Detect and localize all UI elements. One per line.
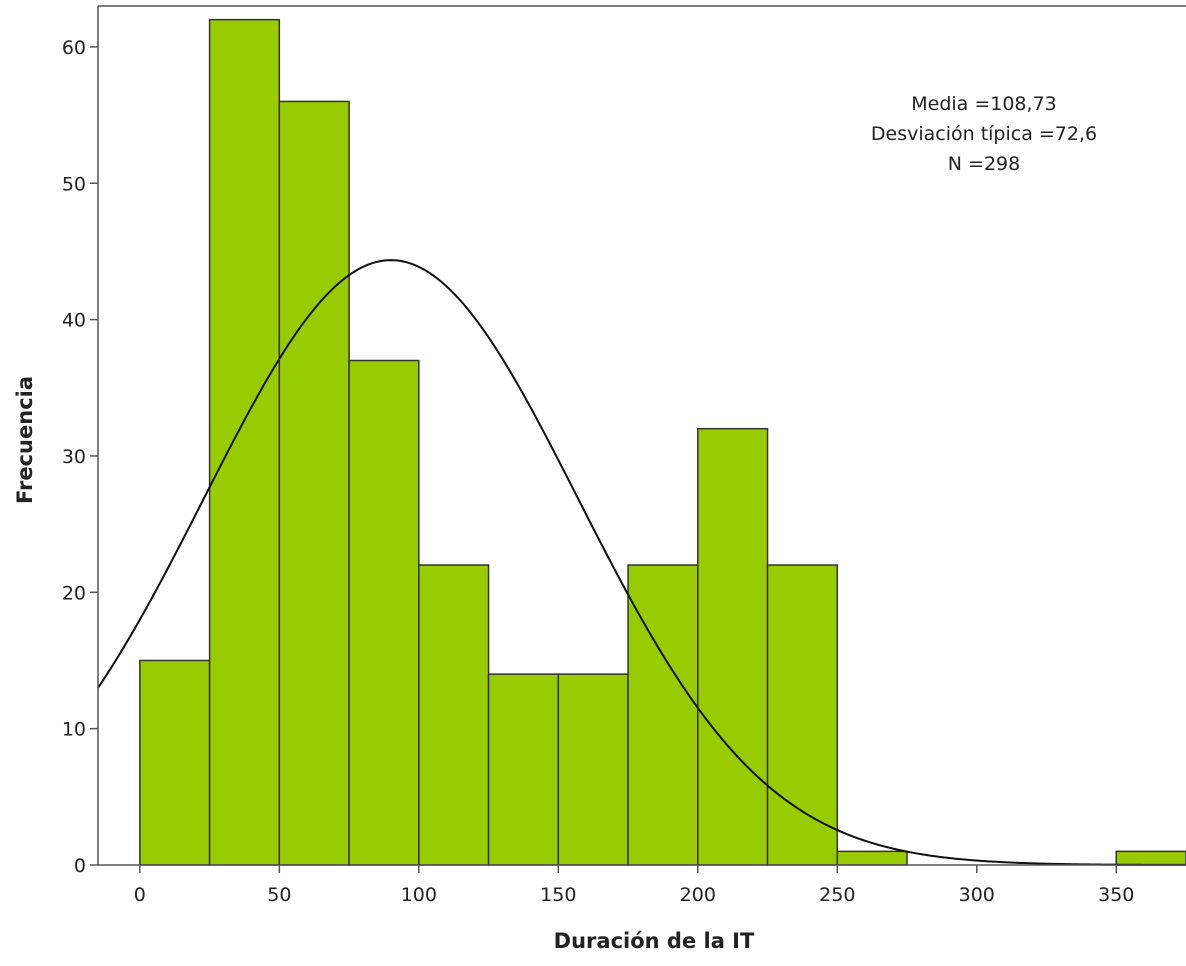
y-tick-label-50: 50 (62, 173, 86, 195)
x-tick-label-0: 0 (134, 884, 146, 906)
histogram-bar-1 (208, 18, 281, 866)
y-axis-title: Frecuencia (13, 376, 37, 504)
y-ticks-group: 0 10 20 30 40 50 60 (62, 37, 98, 877)
mean-annotation: Media =108,73 (911, 93, 1057, 115)
x-tick-label-50: 50 (267, 884, 291, 906)
histogram-bar-4 (418, 564, 490, 866)
y-tick-label-30: 30 (62, 446, 86, 468)
bars-group (139, 18, 1186, 866)
normal-curve (97, 259, 1186, 866)
histogram-bar-7 (627, 564, 699, 866)
x-tick-label-100: 100 (401, 884, 437, 906)
y-tick-label-40: 40 (62, 310, 86, 332)
histogram-bar-9 (766, 564, 839, 866)
histogram-bar-6 (557, 673, 629, 866)
y-tick-label-0: 0 (74, 855, 86, 877)
x-tick-label-150: 150 (540, 884, 576, 906)
x-ticks-group: 0 50 100 150 200 250 300 350 (134, 865, 1134, 906)
histogram-bar-3 (348, 359, 420, 866)
n-annotation: N =298 (948, 153, 1020, 175)
x-tick-label-350: 350 (1098, 884, 1134, 906)
histogram-bar-11 (1115, 850, 1186, 866)
histogram-bar-2 (278, 100, 350, 866)
histogram-bar-0 (139, 659, 211, 866)
x-tick-label-200: 200 (680, 884, 716, 906)
y-tick-label-60: 60 (62, 37, 86, 59)
y-tick-label-20: 20 (62, 582, 86, 604)
histogram-bar-8 (697, 427, 769, 866)
histogram-bar-10 (836, 850, 908, 866)
x-tick-label-300: 300 (959, 884, 995, 906)
y-tick-label-10: 10 (62, 719, 86, 741)
x-axis-title: Duración de la IT (554, 929, 755, 953)
histogram-bar-5 (487, 673, 560, 866)
x-tick-label-250: 250 (819, 884, 855, 906)
sd-annotation: Desviación típica =72,6 (871, 123, 1097, 145)
